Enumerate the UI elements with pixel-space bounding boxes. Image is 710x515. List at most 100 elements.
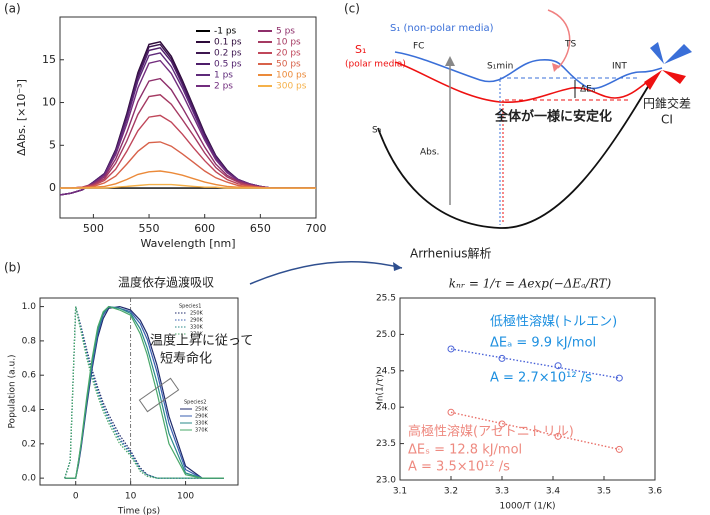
legend-label: 10 ps (276, 38, 301, 48)
x-axis-label: 1000/T (1/K) (500, 502, 556, 512)
data-point (447, 408, 455, 416)
legend-label: 290K (190, 318, 204, 324)
diagram-label: ΔEₐ (580, 85, 595, 95)
population-line (64, 305, 224, 479)
series-label: 低極性溶媒(トルエン) (490, 314, 617, 330)
data-point (554, 432, 562, 440)
diagram (377, 9, 692, 229)
data-point (615, 445, 623, 453)
y-tick-label: 25.0 (376, 330, 396, 340)
y-tick-label: 0.4 (22, 405, 37, 415)
arrow-head (393, 262, 402, 271)
cone (662, 70, 686, 84)
link-arrow (249, 261, 403, 285)
y-tick-label: 25.5 (376, 294, 396, 304)
data-point (498, 420, 506, 428)
data-point (498, 354, 506, 362)
y-tick-label: 5 (49, 138, 56, 151)
legend-label: 370K (195, 428, 209, 434)
population-line (64, 306, 224, 479)
s1-nonpolar-curve (394, 51, 663, 90)
y-tick-label: 10 (42, 96, 56, 109)
data-point (554, 362, 562, 370)
link-label: 温度依存過渡吸収 (118, 275, 214, 290)
diagram-label: Abs. (420, 148, 439, 158)
legend-label: 2 ps (214, 82, 233, 92)
diagram-label: CI (661, 113, 673, 127)
y-axis-label: ln(1/τ) (376, 374, 386, 403)
legend-label: 50 ps (276, 60, 301, 70)
series-annotation: ΔEₛ = 12.8 kJ/mol (408, 443, 522, 458)
y-tick-label: 1.0 (22, 302, 37, 312)
fit-line (450, 348, 620, 379)
cone (644, 70, 662, 90)
x-tick-label: 3.4 (546, 487, 561, 497)
legend-label: 330K (195, 421, 209, 427)
series-annotation: A = 3.5×10¹² /s (408, 460, 510, 475)
series-label: 高極性溶媒(アセトニトリル) (408, 424, 574, 440)
s0-curve (377, 79, 653, 229)
stabilize-arrow (547, 9, 571, 69)
y-tick-label: 0.8 (22, 336, 37, 346)
data-point (447, 345, 455, 353)
legend-label: 0.2 ps (214, 49, 242, 59)
population-line (64, 306, 224, 479)
cone (664, 44, 692, 64)
plot-frame (59, 16, 317, 219)
panel-label: (b) (4, 261, 21, 275)
y-tick-label: 24.0 (376, 403, 396, 413)
y-tick-label: 15 (42, 53, 56, 66)
diagram-label: S₀ (372, 126, 382, 136)
x-tick-label: 550 (139, 222, 160, 235)
legend-title: Species1 (179, 304, 201, 310)
legend-label: -1 ps (214, 27, 237, 37)
y-tick-label: 0.2 (22, 439, 36, 449)
x-tick-label: 3.6 (648, 487, 663, 497)
arrow-head (445, 56, 455, 66)
x-tick-label: 0 (73, 492, 79, 502)
highlight-box (138, 377, 180, 413)
legend-label: 370K (190, 332, 204, 338)
annotation: 短寿命化 (160, 351, 212, 367)
legend-label: 300 ps (276, 82, 307, 92)
legend-label: 5 ps (276, 27, 295, 37)
y-tick-label: 23.5 (376, 439, 396, 449)
series-annotation: A = 2.7×10¹² /s (490, 371, 592, 386)
cone (650, 42, 664, 64)
y-tick-label: 24.5 (376, 366, 396, 376)
legend-label: 1 ps (214, 71, 233, 81)
link-label: Arrhenius解析 (410, 247, 491, 261)
data-point (615, 374, 623, 382)
legend-label: 330K (190, 325, 204, 331)
y-tick-label: 0.6 (22, 371, 37, 381)
diagram-label: S₁ (non-polar media) (390, 23, 494, 34)
legend-label: 250K (195, 407, 209, 413)
x-tick-label: 10 (125, 492, 137, 502)
plot-frame (399, 297, 656, 481)
panel-label: (c) (344, 2, 360, 16)
y-axis-label: Population (a.u.) (8, 354, 18, 428)
y-tick-label: 0.0 (22, 474, 37, 484)
diagram-label: 円錐交差 (643, 96, 691, 111)
diagram-label: TS (564, 40, 576, 50)
x-tick-label: 600 (194, 222, 215, 235)
diagram-label: FC (413, 42, 424, 52)
chart-title: kₙᵣ = 1/τ = Aexp(−ΔEₐ/RT) (449, 277, 612, 291)
x-axis-label: Wavelength [nm] (140, 237, 235, 250)
legend-label: 250K (190, 311, 204, 317)
legend-title: Species2 (184, 400, 206, 406)
y-axis-label: ΔAbs. [×10⁻³] (15, 79, 28, 156)
diagram-label: (polar media) (345, 60, 406, 70)
x-tick-label: 3.2 (444, 487, 458, 497)
x-axis-label: Time (ps) (117, 507, 160, 515)
plot-frame (39, 297, 239, 486)
legend-label: 0.1 ps (214, 38, 242, 48)
x-tick-label: 3.1 (393, 487, 407, 497)
diagram-label: INT (612, 62, 627, 72)
x-tick-label: 500 (83, 222, 104, 235)
legend-label: 100 ps (276, 71, 307, 81)
arrow-head (552, 63, 560, 72)
y-tick-label: 23.0 (376, 476, 396, 486)
spectrum-line (60, 183, 316, 189)
